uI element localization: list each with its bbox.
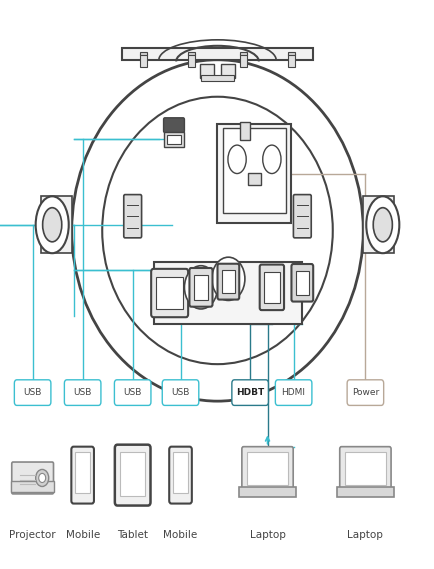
Bar bbox=[217, 124, 291, 224]
FancyBboxPatch shape bbox=[123, 195, 141, 238]
FancyBboxPatch shape bbox=[162, 380, 198, 406]
Circle shape bbox=[184, 266, 217, 309]
Bar bbox=[222, 128, 286, 213]
Text: USB: USB bbox=[123, 388, 141, 397]
Text: USB: USB bbox=[23, 388, 42, 397]
Bar bbox=[156, 278, 183, 308]
Bar bbox=[187, 52, 194, 55]
FancyBboxPatch shape bbox=[259, 265, 283, 310]
Text: Power: Power bbox=[351, 388, 378, 397]
FancyBboxPatch shape bbox=[163, 118, 184, 133]
FancyBboxPatch shape bbox=[71, 447, 94, 504]
Bar bbox=[187, 54, 194, 67]
Text: HDBT: HDBT bbox=[236, 388, 263, 397]
Bar bbox=[41, 196, 72, 253]
Bar bbox=[344, 452, 385, 485]
FancyBboxPatch shape bbox=[293, 195, 311, 238]
FancyBboxPatch shape bbox=[241, 447, 293, 492]
FancyBboxPatch shape bbox=[291, 264, 312, 302]
Text: Mobile: Mobile bbox=[163, 530, 197, 540]
FancyBboxPatch shape bbox=[151, 269, 187, 318]
FancyBboxPatch shape bbox=[114, 380, 151, 406]
Bar bbox=[166, 135, 181, 143]
Bar bbox=[140, 52, 146, 55]
Circle shape bbox=[36, 469, 49, 486]
FancyBboxPatch shape bbox=[64, 380, 101, 406]
Bar bbox=[194, 275, 207, 300]
Text: Mobile: Mobile bbox=[66, 530, 99, 540]
Text: USB: USB bbox=[171, 388, 189, 397]
Ellipse shape bbox=[227, 145, 246, 174]
Ellipse shape bbox=[262, 145, 280, 174]
Bar bbox=[122, 48, 312, 60]
Bar bbox=[263, 272, 279, 303]
Ellipse shape bbox=[36, 196, 69, 253]
Bar bbox=[75, 452, 90, 493]
Circle shape bbox=[211, 257, 244, 300]
Bar bbox=[288, 54, 294, 67]
FancyBboxPatch shape bbox=[12, 462, 53, 494]
Ellipse shape bbox=[365, 196, 398, 253]
FancyBboxPatch shape bbox=[217, 264, 239, 300]
Bar bbox=[240, 52, 247, 55]
FancyBboxPatch shape bbox=[14, 380, 51, 406]
Bar bbox=[154, 262, 302, 324]
Bar bbox=[221, 64, 235, 78]
Bar bbox=[201, 75, 233, 81]
Bar bbox=[140, 54, 146, 67]
FancyBboxPatch shape bbox=[231, 380, 268, 406]
Ellipse shape bbox=[43, 208, 62, 242]
Text: Projector: Projector bbox=[9, 530, 56, 540]
FancyBboxPatch shape bbox=[189, 268, 212, 307]
Text: HDMI: HDMI bbox=[281, 388, 305, 397]
Bar bbox=[240, 54, 247, 67]
Bar bbox=[221, 270, 234, 293]
Bar bbox=[247, 452, 287, 485]
Text: USB: USB bbox=[73, 388, 92, 397]
Ellipse shape bbox=[372, 208, 391, 242]
Text: Laptop: Laptop bbox=[347, 530, 382, 540]
Text: Tablet: Tablet bbox=[117, 530, 148, 540]
Bar bbox=[362, 196, 393, 253]
Bar bbox=[239, 487, 295, 497]
Circle shape bbox=[39, 473, 46, 483]
Bar bbox=[199, 64, 213, 78]
Bar bbox=[288, 52, 294, 55]
Bar bbox=[295, 271, 308, 295]
FancyBboxPatch shape bbox=[169, 447, 191, 504]
Bar bbox=[336, 487, 393, 497]
Bar bbox=[120, 452, 145, 496]
Bar bbox=[248, 173, 260, 185]
Bar bbox=[164, 132, 184, 147]
Bar bbox=[173, 452, 187, 493]
FancyBboxPatch shape bbox=[339, 447, 390, 492]
FancyBboxPatch shape bbox=[275, 380, 311, 406]
FancyBboxPatch shape bbox=[115, 445, 150, 506]
Bar bbox=[11, 481, 54, 492]
FancyBboxPatch shape bbox=[346, 380, 383, 406]
Bar bbox=[240, 122, 249, 140]
Ellipse shape bbox=[72, 60, 362, 401]
Text: Laptop: Laptop bbox=[249, 530, 285, 540]
